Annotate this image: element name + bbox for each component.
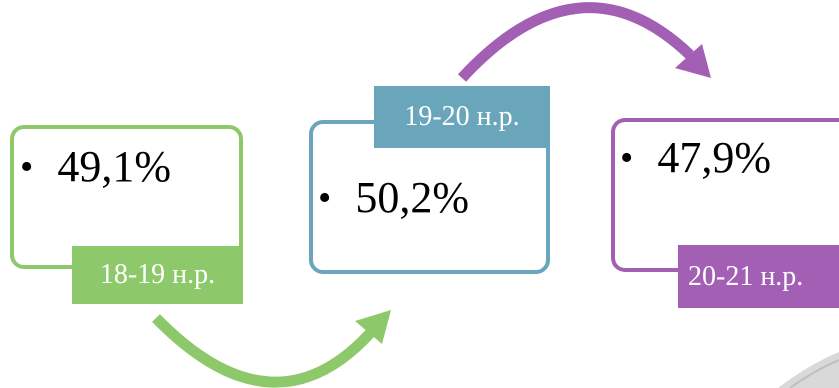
bullet-icon: • <box>318 177 332 219</box>
stage-value-1-text: 49,1% <box>57 142 171 191</box>
stage-card-1 <box>10 125 243 269</box>
stage-value-1: • 49,1% <box>20 145 171 189</box>
stage-period-3: 20-21 н.р. <box>678 245 839 308</box>
stage-value-2-text: 50,2% <box>355 173 469 222</box>
stage-period-2: 19-20 н.р. <box>374 86 550 148</box>
stage-value-3: • 47,9% <box>620 136 771 180</box>
stage-value-3-text: 47,9% <box>657 133 771 182</box>
bullet-icon: • <box>20 146 34 188</box>
stage-period-1: 18-19 н.р. <box>72 246 243 304</box>
stage-value-2: • 50,2% <box>318 176 469 220</box>
bullet-icon: • <box>620 137 634 179</box>
